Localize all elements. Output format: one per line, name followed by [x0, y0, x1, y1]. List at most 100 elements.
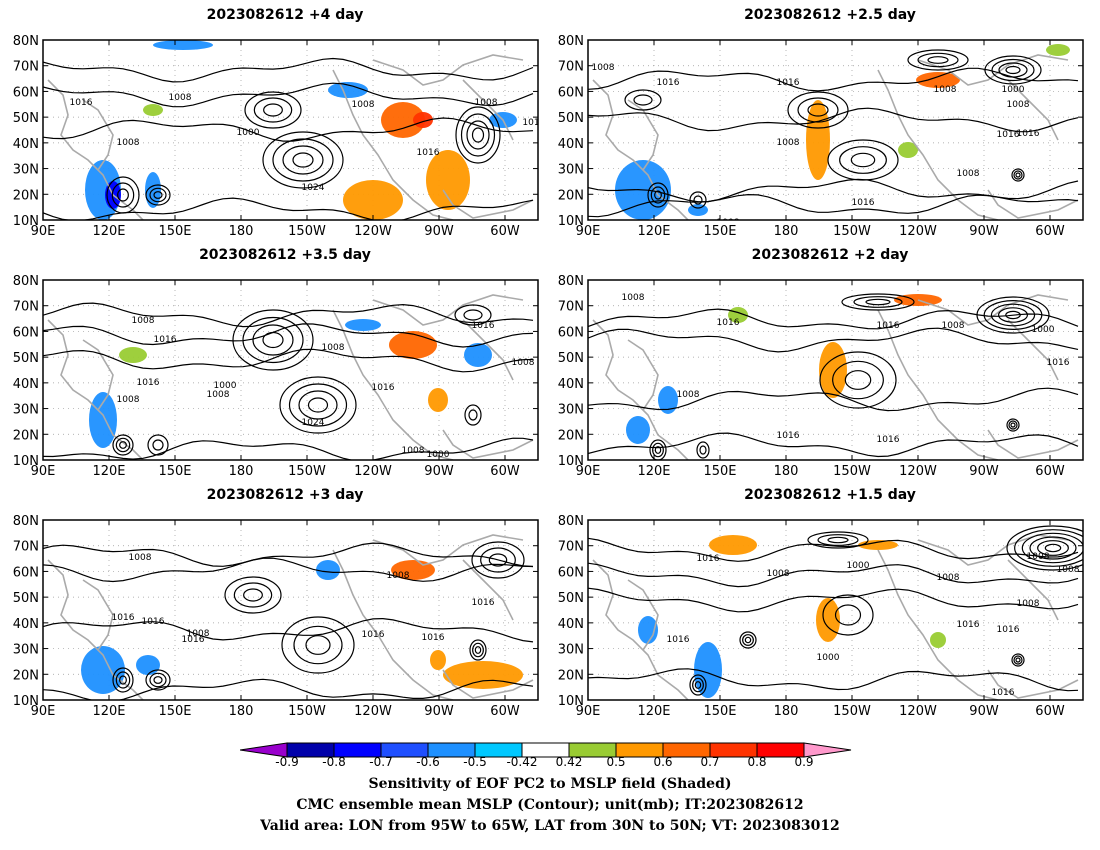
- lat-tick-label: 60N: [558, 325, 584, 340]
- sensitivity-shade: [1046, 44, 1070, 56]
- sensitivity-shade: [638, 616, 658, 644]
- pressure-center-contour: [305, 635, 331, 655]
- lon-tick-label: 180: [774, 224, 799, 239]
- pressure-center-contour: [253, 97, 293, 123]
- lon-tick-label: 120W: [899, 224, 937, 239]
- contour-label: 1016: [657, 78, 680, 88]
- lon-tick-label: 90E: [576, 704, 601, 719]
- isobar-contour: [588, 308, 1079, 330]
- coastline: [877, 69, 999, 220]
- coastline: [592, 319, 689, 460]
- lon-tick-label: 180: [774, 464, 799, 479]
- pressure-center-contour: [998, 307, 1029, 323]
- lat-tick-label: 80N: [13, 274, 39, 289]
- pressure-center-contour: [1044, 543, 1062, 553]
- lat-tick-label: 50N: [558, 591, 584, 606]
- pressure-center-contour: [1005, 310, 1021, 320]
- lat-tick-label: 20N: [558, 428, 584, 443]
- lon-tick-label: 150W: [288, 224, 326, 239]
- contour-label: 1008: [777, 138, 800, 148]
- pressure-center-contour: [1037, 540, 1069, 556]
- colorbar-label: 0.42: [555, 755, 583, 769]
- contour-label: 1016: [697, 554, 720, 564]
- lon-tick-label: 90W: [969, 224, 999, 239]
- caption-line-1: Sensitivity of EOF PC2 to MSLP field (Sh…: [368, 776, 732, 792]
- lon-tick-label: 90W: [424, 464, 454, 479]
- lon-tick-label: 120E: [92, 224, 125, 239]
- pressure-center-contour: [298, 390, 338, 420]
- sensitivity-shade: [413, 112, 433, 128]
- lat-tick-label: 80N: [558, 514, 584, 529]
- pressure-center-contour: [149, 672, 167, 688]
- isobar-contour: [588, 562, 1079, 588]
- pressure-center-contour: [1006, 525, 1083, 571]
- pressure-center-contour: [145, 184, 171, 206]
- contour-label: 1008: [767, 569, 790, 579]
- pressure-center-contour: [243, 588, 263, 602]
- lat-tick-label: 20N: [558, 188, 584, 203]
- contour-label: 1016: [112, 613, 135, 623]
- pressure-center-contour: [927, 56, 949, 64]
- contour-label: 1008: [387, 571, 410, 581]
- sensitivity-shade: [153, 40, 213, 50]
- pressure-center-contour: [145, 669, 171, 691]
- map-frame: [42, 519, 539, 701]
- lon-tick-label: 90E: [576, 224, 601, 239]
- sensitivity-shade: [343, 180, 403, 220]
- panel-title-1: 2023082612 +4 day: [206, 7, 364, 23]
- lon-tick-label: 120E: [637, 464, 670, 479]
- pressure-center-contour: [807, 103, 829, 117]
- pressure-center-contour: [463, 309, 483, 321]
- contour-label: 1016: [422, 633, 445, 643]
- pressure-center-contour: [471, 541, 525, 579]
- coastline: [1007, 79, 1059, 141]
- pressure-center-contour: [696, 441, 710, 459]
- pressure-center-contour: [1015, 657, 1021, 663]
- lat-tick-label: 80N: [558, 274, 584, 289]
- contour-label: 1008: [717, 218, 740, 228]
- pressure-center-contour: [307, 397, 329, 413]
- pressure-center-contour: [1010, 422, 1016, 428]
- pressure-center-contour: [689, 674, 707, 696]
- lon-tick-label: 120W: [354, 224, 392, 239]
- pressure-center-contour: [694, 681, 702, 689]
- pressure-center-contour: [742, 634, 754, 646]
- isobar-contour: [43, 348, 534, 373]
- lon-tick-label: 180: [229, 224, 254, 239]
- panel-title-5: 2023082612 +3 day: [206, 487, 364, 503]
- panel-title-3: 2023082612 +3.5 day: [199, 247, 371, 263]
- sensitivity-shade: [119, 347, 147, 363]
- isobar-contour: [588, 587, 1079, 613]
- pressure-center-contour: [844, 370, 872, 390]
- contour-label: 1016: [717, 318, 740, 328]
- sensitivity-shade: [426, 150, 470, 210]
- pressure-center-contour: [471, 127, 485, 143]
- lat-tick-label: 50N: [13, 351, 39, 366]
- colorbar-label: 0.9: [794, 755, 814, 769]
- lon-tick-label: 120E: [637, 224, 670, 239]
- contour-label: 1008: [117, 395, 140, 405]
- panel-title-2: 2023082612 +2.5 day: [744, 7, 916, 23]
- contour-label: 1008: [1007, 100, 1030, 110]
- isobar-contour: [43, 117, 534, 142]
- contour-label: 1016: [957, 620, 980, 630]
- pressure-center-contour: [983, 300, 1043, 330]
- pressure-center-contour: [232, 309, 314, 371]
- sensitivity-shade: [930, 632, 946, 648]
- lon-tick-label: 90E: [31, 464, 56, 479]
- lon-tick-label: 60W: [1035, 704, 1065, 719]
- contour-label: 1000: [1002, 85, 1025, 95]
- pressure-center-contour: [1008, 420, 1018, 430]
- lat-tick-label: 40N: [558, 137, 584, 152]
- pressure-center-contour: [1011, 168, 1025, 182]
- contour-label: 1016: [777, 78, 800, 88]
- lat-tick-label: 70N: [13, 300, 39, 315]
- lon-tick-label: 60W: [490, 704, 520, 719]
- pressure-center-contour: [624, 89, 662, 111]
- pressure-center-contour: [242, 316, 304, 364]
- contour-label: 1008: [677, 390, 700, 400]
- lon-tick-label: 150E: [703, 224, 736, 239]
- lat-tick-label: 80N: [13, 514, 39, 529]
- contour-label: 1016: [777, 431, 800, 441]
